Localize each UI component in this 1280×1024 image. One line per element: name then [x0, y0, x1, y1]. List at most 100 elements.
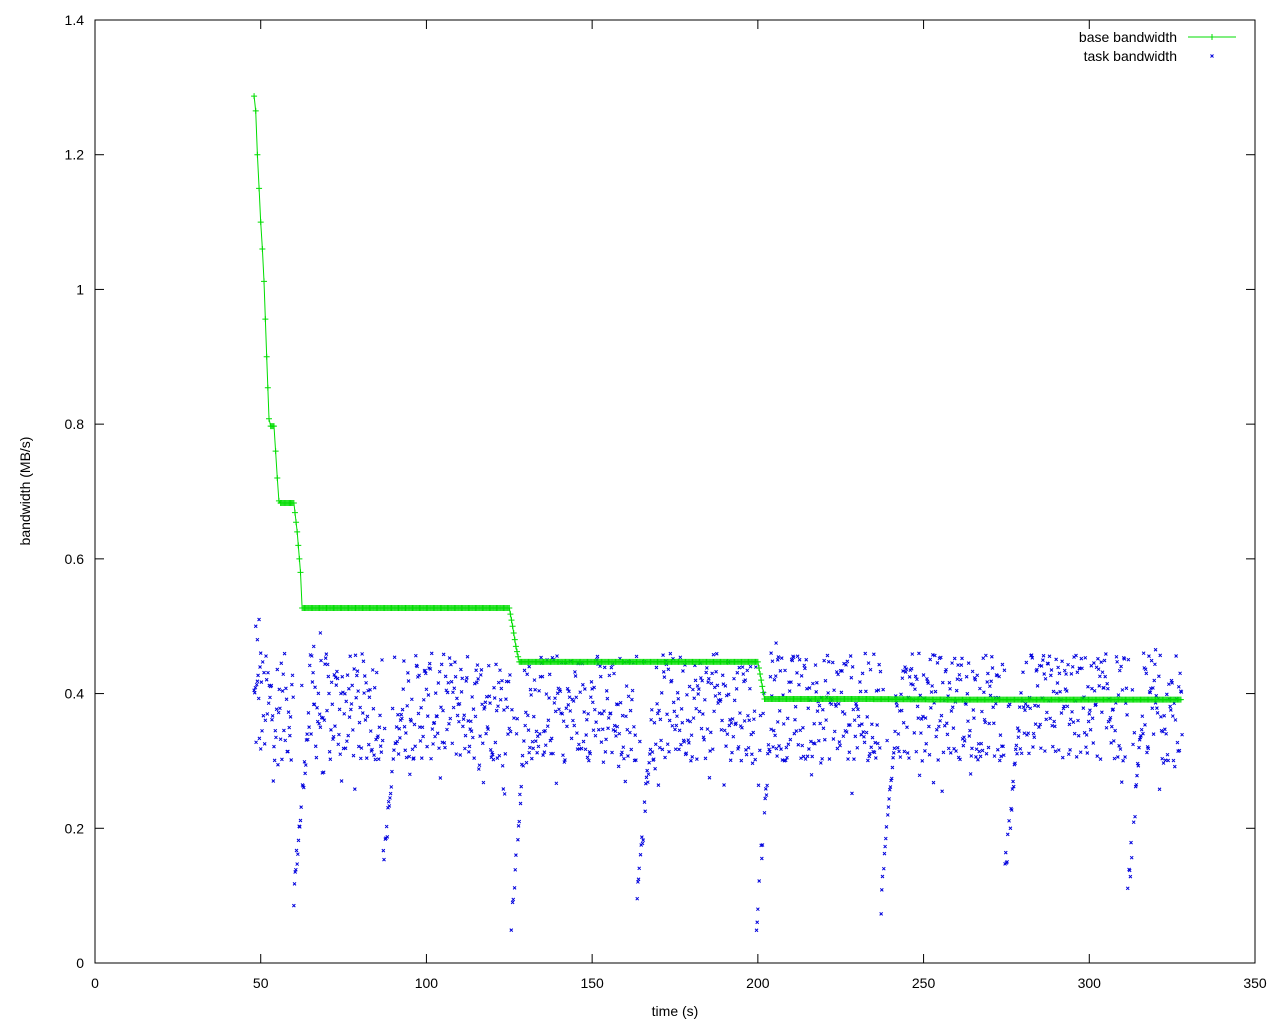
task-point: [390, 706, 395, 711]
task-point: [1144, 671, 1149, 676]
task-point: [472, 756, 477, 760]
task-point: [1060, 755, 1065, 760]
task-point: [508, 673, 512, 677]
task-point: [962, 735, 966, 740]
task-point: [714, 669, 718, 674]
task-point: [1052, 719, 1057, 724]
task-point: [800, 743, 805, 748]
task-point: [403, 748, 408, 753]
base-point: [259, 246, 266, 253]
task-point: [450, 741, 455, 746]
task-point: [904, 667, 909, 672]
task-point: [551, 751, 555, 756]
legend-task-marker: [1210, 54, 1214, 58]
task-point: [447, 656, 452, 660]
y-axis: 0 0.2 0.4 0.6 0.8 1 1.2 1.4: [65, 12, 1255, 971]
task-point: [484, 694, 489, 699]
task-point: [652, 720, 657, 725]
task-point: [1102, 686, 1106, 690]
task-point: [1084, 733, 1089, 737]
task-point: [1132, 730, 1137, 735]
task-point: [653, 766, 657, 771]
task-point: [1151, 732, 1156, 736]
task-point: [655, 701, 659, 706]
task-point: [292, 882, 297, 886]
task-point: [1076, 733, 1081, 738]
task-point: [446, 680, 451, 685]
task-point: [718, 697, 723, 702]
task-point: [558, 689, 563, 694]
task-point: [799, 673, 804, 678]
task-point: [885, 738, 889, 743]
task-point: [286, 749, 290, 754]
base-point: [264, 384, 271, 391]
task-point: [573, 674, 578, 678]
task-point: [486, 663, 491, 668]
task-point: [342, 711, 347, 716]
task-point: [634, 654, 639, 659]
task-point: [796, 742, 801, 747]
task-point: [698, 676, 703, 680]
task-point: [366, 688, 370, 693]
task-point: [978, 754, 983, 759]
task-point: [836, 701, 841, 706]
task-point: [862, 740, 867, 745]
task-point: [696, 692, 701, 696]
task-point: [776, 655, 781, 659]
task-point: [380, 658, 384, 662]
task-point: [339, 779, 344, 783]
task-point: [779, 656, 784, 661]
task-point: [356, 744, 361, 749]
task-point: [1147, 654, 1151, 658]
task-point: [419, 705, 423, 710]
task-point: [1122, 657, 1127, 661]
task-point: [288, 714, 293, 719]
task-point: [588, 751, 593, 756]
task-point: [615, 724, 620, 729]
task-point: [1086, 684, 1090, 689]
task-point: [842, 712, 847, 716]
task-point: [473, 714, 478, 719]
task-point: [754, 928, 759, 933]
task-point: [950, 705, 955, 710]
task-point: [378, 744, 383, 748]
base-point: [758, 677, 765, 684]
task-point: [521, 763, 526, 768]
task-point: [260, 660, 265, 664]
task-point: [767, 749, 772, 754]
task-point: [830, 660, 835, 665]
task-point: [784, 745, 789, 750]
task-point: [970, 746, 974, 751]
task-point: [1133, 814, 1137, 819]
task-point: [980, 748, 985, 753]
task-point: [731, 734, 736, 739]
task-point: [1018, 746, 1023, 751]
task-point: [913, 687, 917, 692]
task-point: [561, 719, 566, 724]
task-point: [282, 728, 286, 733]
task-point: [989, 654, 994, 659]
task-point: [979, 741, 984, 746]
task-point: [392, 748, 396, 752]
task-point: [752, 717, 756, 722]
task-point: [797, 657, 802, 662]
task-point: [646, 772, 651, 777]
task-point: [978, 686, 982, 691]
base-point: [256, 185, 263, 192]
task-point: [265, 712, 270, 716]
task-point: [584, 717, 589, 722]
task-point: [421, 734, 425, 739]
task-point: [560, 711, 565, 716]
task-point: [929, 690, 934, 694]
task-point: [1062, 704, 1066, 709]
task-point: [995, 747, 1000, 752]
base-point: [754, 658, 761, 665]
task-point: [367, 695, 372, 700]
y-tick-label: 0.6: [65, 551, 85, 567]
task-point: [280, 689, 285, 693]
task-point: [874, 689, 879, 693]
task-point: [1000, 662, 1005, 667]
task-point: [254, 682, 259, 687]
task-point: [1036, 704, 1041, 708]
task-point: [1083, 655, 1088, 660]
